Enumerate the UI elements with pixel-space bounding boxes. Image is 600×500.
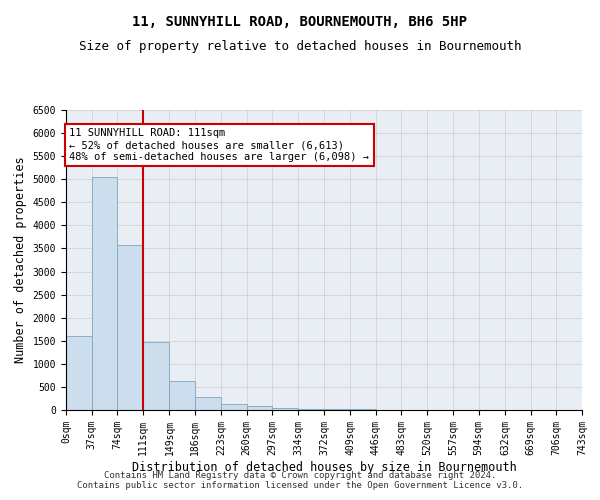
Text: 11 SUNNYHILL ROAD: 111sqm
← 52% of detached houses are smaller (6,613)
48% of se: 11 SUNNYHILL ROAD: 111sqm ← 52% of detac… [70,128,370,162]
Bar [92,177,118,410]
Bar [272,408,298,410]
Bar [195,397,221,410]
Text: Size of property relative to detached houses in Bournemouth: Size of property relative to detached ho… [79,40,521,53]
Text: 11, SUNNYHILL ROAD, BOURNEMOUTH, BH6 5HP: 11, SUNNYHILL ROAD, BOURNEMOUTH, BH6 5HP [133,15,467,29]
Bar [325,409,350,410]
Bar [66,336,92,410]
Bar [247,406,272,410]
Text: Contains HM Land Registry data © Crown copyright and database right 2024.
Contai: Contains HM Land Registry data © Crown c… [77,470,523,490]
X-axis label: Distribution of detached houses by size in Bournemouth: Distribution of detached houses by size … [131,460,517,473]
Bar [221,404,247,410]
Y-axis label: Number of detached properties: Number of detached properties [14,156,27,364]
Bar [118,245,143,410]
Bar [298,408,325,410]
Bar [143,342,169,410]
Bar [169,381,195,410]
